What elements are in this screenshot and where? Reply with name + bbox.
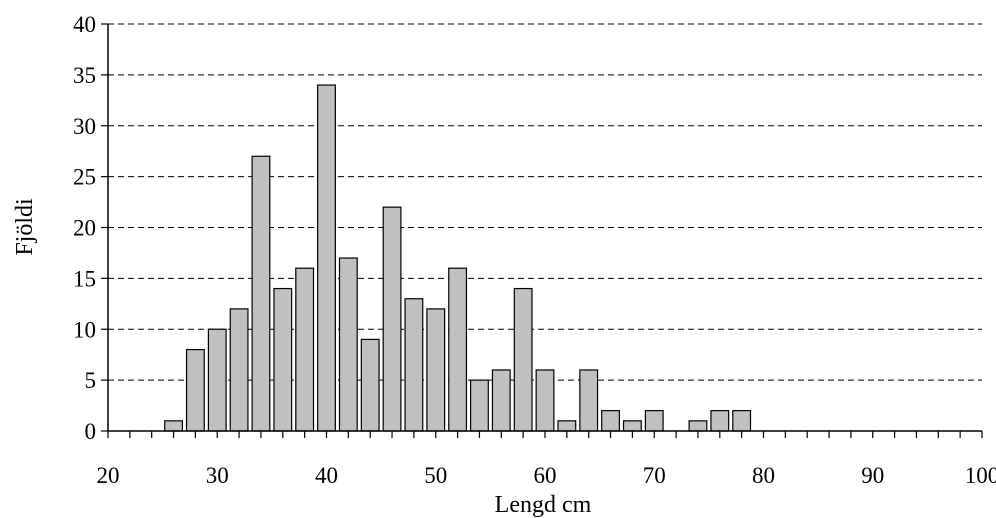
bar-28	[185, 349, 205, 432]
bar-50	[426, 308, 446, 432]
bar-60	[535, 369, 555, 432]
bar-26	[164, 420, 183, 432]
y-tick-label-15: 15	[73, 266, 96, 291]
bar-30	[207, 328, 227, 432]
bar-54	[470, 379, 489, 432]
tick-marks	[101, 23, 983, 438]
bar-48	[404, 298, 424, 432]
bar-70	[644, 410, 664, 432]
x-tick-label-100: 100	[965, 463, 996, 488]
bar-46	[382, 206, 402, 432]
x-tick-label-20: 20	[97, 463, 120, 488]
bar-40	[317, 84, 336, 432]
bar-74	[688, 420, 708, 432]
bar-34	[251, 155, 271, 432]
x-tick-labels: 20 30 40 50 60 70 80 90 100	[97, 463, 996, 488]
x-tick-label-90: 90	[861, 463, 884, 488]
y-tick-label-0: 0	[85, 419, 97, 444]
y-tick-label-10: 10	[73, 317, 96, 342]
bar-32	[229, 308, 249, 432]
bar-62	[557, 420, 577, 432]
y-tick-label-30: 30	[73, 114, 96, 139]
y-tick-label-20: 20	[73, 216, 96, 241]
bar-66	[601, 410, 620, 432]
x-tick-label-70: 70	[643, 463, 666, 488]
x-axis-title: Lengd cm	[495, 492, 592, 518]
bar-38	[295, 267, 315, 432]
y-tick-label-40: 40	[73, 12, 96, 37]
y-tick-labels: 0 5 10 15 20 25 30 35 40	[73, 12, 96, 444]
x-tick-label-30: 30	[206, 463, 229, 488]
y-tick-label-5: 5	[85, 368, 97, 393]
bar-78	[732, 410, 752, 432]
bars	[164, 84, 752, 432]
bar-36	[273, 287, 293, 432]
bar-56	[491, 369, 511, 432]
bar-42	[338, 257, 358, 432]
x-tick-label-50: 50	[424, 463, 447, 488]
bar-44	[360, 338, 380, 432]
bar-64	[579, 369, 599, 432]
x-tick-label-40: 40	[315, 463, 338, 488]
bar-58	[513, 287, 533, 432]
y-tick-label-35: 35	[73, 63, 96, 88]
bar-76	[710, 410, 730, 432]
bar-52	[448, 267, 468, 432]
x-tick-label-80: 80	[752, 463, 775, 488]
x-tick-label-60: 60	[534, 463, 557, 488]
y-tick-label-25: 25	[73, 165, 96, 190]
y-axis-title: Fjöldi	[12, 198, 38, 256]
bar-68	[622, 420, 642, 432]
